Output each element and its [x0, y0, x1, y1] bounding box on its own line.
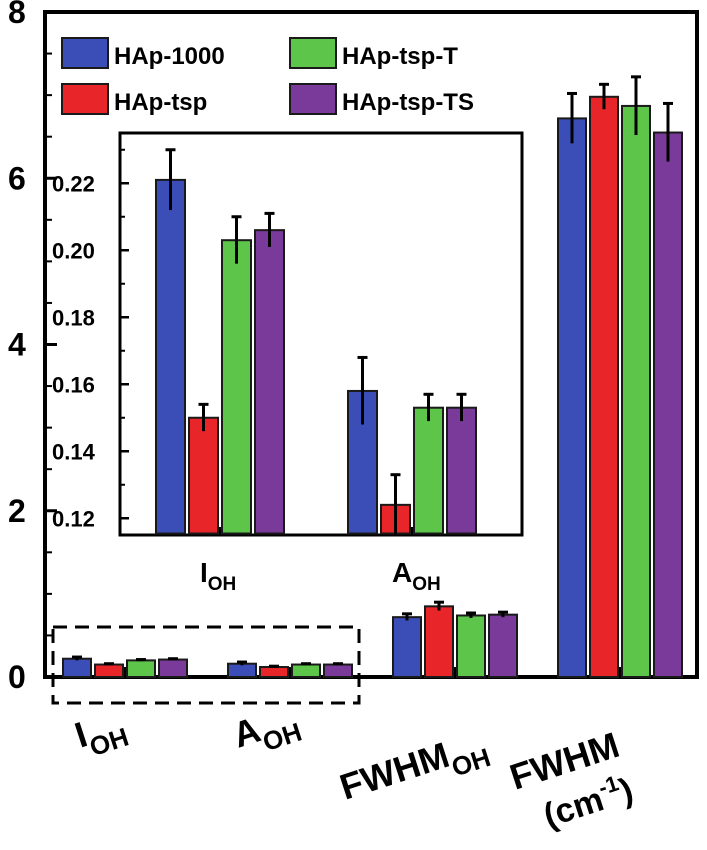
inset-y-tick-label: 0.16 [52, 372, 95, 397]
inset-bar-HAp-tsp-T-0 [221, 239, 252, 535]
category-label-3: FWHM(cm-1) [505, 724, 638, 835]
inset-category-subscript: OH [208, 574, 237, 595]
inset-category-label-0: IOH [200, 557, 236, 595]
legend-label-3: HAp-tsp-TS [342, 89, 474, 116]
bar-HAp-tsp-T-2 [456, 614, 486, 678]
bar-HAp-tsp-0 [94, 663, 124, 678]
category-line2: (cm [539, 780, 608, 835]
inset-y-tick-label: 0.20 [52, 238, 95, 263]
bar-HAp-tsp-T-1 [291, 663, 321, 678]
inset-bar-HAp-tsp-TS-1 [446, 406, 477, 535]
y-tick-label: 4 [8, 327, 26, 363]
bar-HAp-tsp-T-0 [126, 659, 156, 678]
inset-bar-HAp-tsp-T-1 [413, 406, 444, 535]
inset-category-main: I [200, 557, 208, 588]
category-text: AOH [228, 697, 306, 766]
bar-HAp-tsp-3 [589, 95, 619, 679]
highlight-box [51, 625, 361, 705]
category-subscript: OH [259, 717, 305, 758]
category-text: FWHMOH [335, 722, 494, 817]
inset-bar-HAp-tsp-TS-0 [254, 229, 285, 535]
bar-HAp-tsp-TS-1 [323, 663, 353, 678]
inset-y-tick-label: 0.18 [52, 305, 95, 330]
inset-y-tick-label: 0.14 [52, 439, 96, 464]
legend-label-0: HAp-1000 [114, 43, 225, 70]
y-tick-label: 2 [8, 493, 26, 529]
y-tick-label: 6 [8, 160, 26, 196]
bar-HAp-1000-2 [392, 616, 422, 679]
legend: HAp-1000 HAp-tsp-T HAp-tsp HAp-tsp-TS [61, 37, 474, 116]
bar-HAp-tsp-1 [259, 666, 289, 679]
category-label-0: IOH [70, 701, 132, 765]
inset-bar-HAp-1000-0 [155, 178, 186, 535]
category-label-2: FWHMOH [335, 722, 494, 817]
main-category-labels: IOH AOH FWHMOH FWHM(cm-1) [70, 697, 638, 836]
bar-HAp-tsp-TS-2 [488, 613, 518, 678]
main-plot-area: 0 2 4 6 8 [8, 0, 699, 705]
bar-HAp-1000-1 [227, 662, 257, 679]
category-main: FWHM [335, 734, 454, 808]
legend-label-2: HAp-tsp-T [342, 43, 458, 70]
bar-HAp-tsp-2 [424, 605, 454, 678]
y-tick-label: 8 [8, 0, 26, 30]
y-tick-label: 0 [8, 659, 26, 695]
category-label-1: AOH [228, 697, 306, 766]
category-subscript: OH [86, 721, 132, 762]
legend-label-1: HAp-tsp [114, 89, 207, 116]
category-text: IOH [70, 701, 132, 765]
inset-y-tick-label: 0.12 [52, 506, 95, 531]
bar-HAp-tsp-TS-3 [653, 131, 683, 678]
inset-bar-HAp-tsp-0 [188, 416, 219, 535]
main-bars [62, 75, 683, 679]
legend-swatch-1 [61, 83, 109, 115]
bar-HAp-1000-3 [557, 117, 587, 678]
inset-y-tick-label: 0.22 [52, 171, 95, 196]
legend-swatch-3 [289, 83, 337, 115]
legend-swatch-2 [289, 37, 337, 69]
inset-category-label-1: AOH [392, 557, 441, 595]
legend-swatch-0 [61, 37, 109, 69]
bar-HAp-1000-0 [62, 657, 92, 679]
inset-category-subscript: OH [412, 574, 441, 595]
bar-HAp-tsp-TS-0 [158, 658, 188, 679]
inset-category-main: A [392, 557, 412, 588]
category-subscript: OH [448, 742, 494, 783]
bar-HAp-tsp-T-3 [621, 104, 651, 678]
